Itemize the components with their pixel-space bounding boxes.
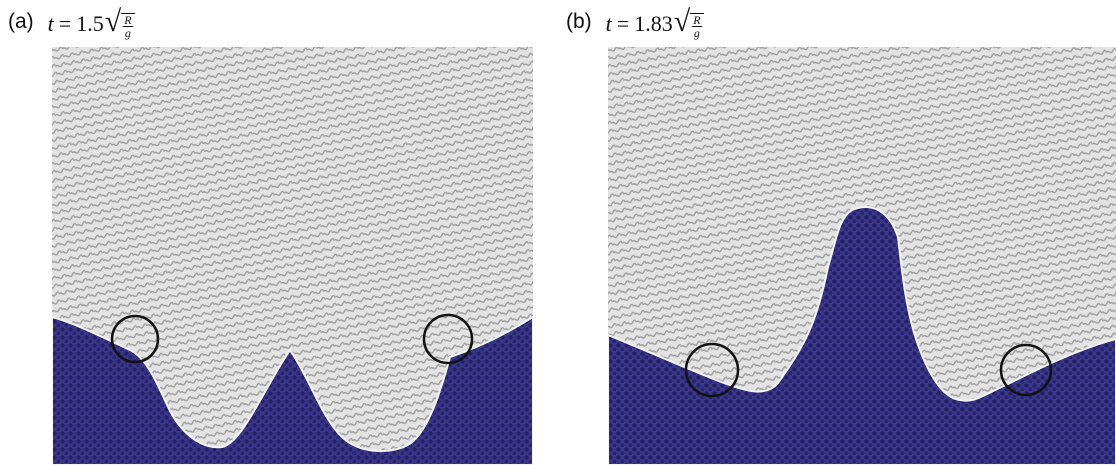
time-value: 1.83	[634, 10, 673, 36]
radical-sign: √	[673, 5, 691, 38]
sqrt-expression: √ R g	[104, 5, 135, 40]
panel-a-time-label: t = 1.5 √ R g	[47, 5, 135, 40]
fraction: R g	[121, 13, 135, 40]
fraction-numerator: R	[123, 13, 133, 27]
fraction-numerator: R	[692, 13, 702, 27]
particle-simulation-a	[52, 47, 533, 465]
circle-marker-right-b	[999, 343, 1053, 397]
particle-simulation-b	[608, 47, 1116, 465]
fraction: R g	[690, 13, 704, 40]
fraction-denominator: g	[124, 26, 131, 40]
panel-b-header: (b) t = 1.83 √ R g	[566, 5, 704, 48]
time-value: 1.5	[76, 10, 104, 36]
panel-a-label: (a)	[8, 10, 34, 33]
lower-fluid-b	[608, 206, 1116, 465]
panel-a-header: (a) t = 1.5 √ R g	[8, 5, 135, 48]
circle-marker-left-b	[684, 342, 740, 398]
panel-a: (a) t = 1.5 √ R g	[0, 0, 545, 465]
panel-b: (b) t = 1.83 √ R g	[558, 0, 1116, 465]
equals-sign: =	[616, 10, 630, 36]
radical-sign: √	[104, 5, 122, 38]
equals-sign: =	[58, 10, 72, 36]
time-symbol: t	[605, 10, 612, 36]
sqrt-expression: √ R g	[673, 5, 704, 40]
circle-marker-left-a	[110, 314, 160, 364]
circle-marker-right-a	[422, 313, 474, 365]
time-symbol: t	[47, 10, 54, 36]
fraction-denominator: g	[693, 26, 700, 40]
panel-b-label: (b)	[566, 10, 592, 33]
panel-b-time-label: t = 1.83 √ R g	[605, 5, 704, 40]
